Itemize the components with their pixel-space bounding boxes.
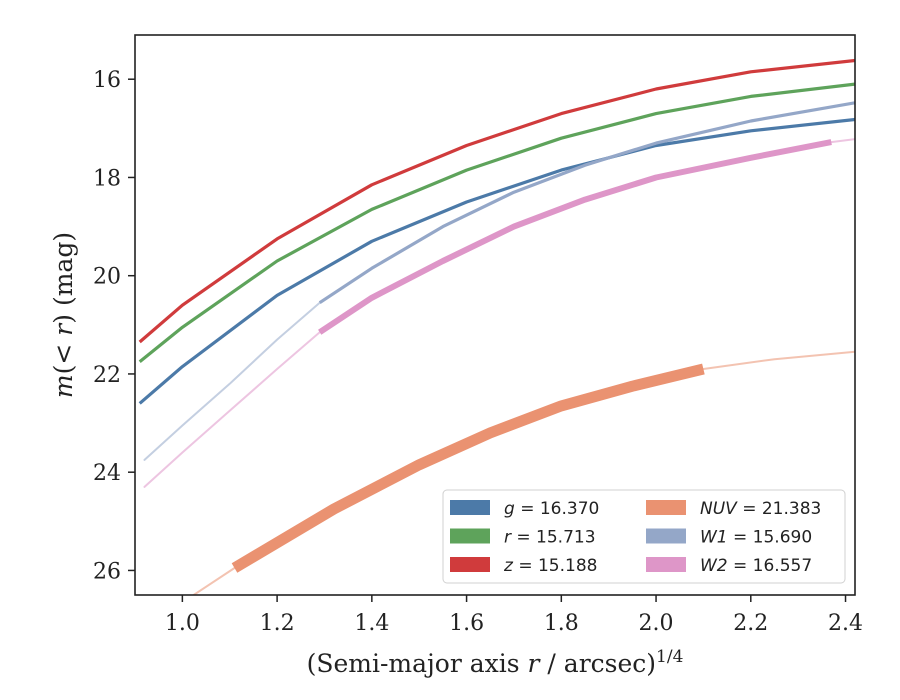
y-axis-label: m(< r) (mag) bbox=[49, 232, 78, 398]
legend-label-r: r = 15.713 bbox=[504, 528, 596, 548]
curves-layer bbox=[138, 58, 855, 595]
series-w2-line bbox=[318, 139, 832, 335]
legend-label-nuv: NUV = 21.383 bbox=[700, 499, 821, 519]
plot-frame bbox=[134, 34, 856, 596]
x-tick-label: 1.2 bbox=[260, 611, 295, 636]
x-tick-label: 1.4 bbox=[354, 611, 389, 636]
legend-label-w1: W1 = 15.690 bbox=[700, 528, 812, 548]
series-w1-faded-line bbox=[143, 301, 321, 461]
legend-swatch-z bbox=[450, 557, 490, 572]
legend-swatch-r bbox=[450, 528, 490, 544]
y-axis: 16 18 20 22 24 26 bbox=[93, 68, 135, 584]
legend-label-z: z = 15.188 bbox=[503, 556, 597, 576]
legend-swatch-g bbox=[450, 500, 490, 515]
legend-label-g: g = 16.370 bbox=[504, 499, 599, 519]
series-w1 bbox=[143, 101, 855, 461]
series-w2-faded-tail bbox=[830, 138, 855, 144]
x-tick-label: 1.6 bbox=[449, 611, 484, 636]
y-tick-label: 22 bbox=[93, 363, 121, 388]
series-nuv-line bbox=[231, 363, 705, 573]
legend: g = 16.370 r = 15.713 z = 15.188 NUV = 21.3… bbox=[442, 489, 846, 584]
y-tick-label: 16 bbox=[93, 68, 121, 93]
x-axis-label: (Semi-major axis r / arcsec)1/4 bbox=[307, 647, 684, 678]
x-tick-label: 2.2 bbox=[733, 611, 768, 636]
series-r-line bbox=[138, 82, 855, 363]
series-w2 bbox=[143, 138, 855, 488]
series-z-line bbox=[138, 58, 855, 344]
x-tick-label: 1.0 bbox=[165, 611, 200, 636]
x-axis: 1.0 1.2 1.4 1.6 1.8 2.0 2.2 2.4 bbox=[165, 595, 863, 636]
series-g-line bbox=[138, 117, 855, 405]
series-nuv-faded-tail bbox=[702, 350, 855, 370]
series-z bbox=[138, 58, 855, 344]
series-g bbox=[138, 117, 855, 405]
series-nuv bbox=[191, 350, 855, 595]
legend-label-w2: W2 = 16.557 bbox=[700, 556, 812, 576]
x-tick-label: 2.0 bbox=[639, 611, 674, 636]
x-tick-label: 1.8 bbox=[544, 611, 579, 636]
legend-frame bbox=[442, 489, 846, 584]
series-w1-line bbox=[318, 101, 855, 305]
x-tick-label: 2.4 bbox=[828, 611, 863, 636]
legend-swatch-nuv bbox=[646, 500, 686, 515]
series-nuv-faded-line bbox=[191, 567, 236, 595]
series-r bbox=[138, 82, 855, 363]
legend-swatch-w2 bbox=[646, 557, 686, 572]
y-tick-label: 18 bbox=[93, 166, 121, 191]
y-tick-label: 24 bbox=[93, 461, 121, 486]
legend-swatch-w1 bbox=[646, 528, 686, 544]
y-tick-label: 26 bbox=[93, 559, 121, 584]
y-tick-label: 20 bbox=[93, 265, 121, 290]
series-w2-faded-line bbox=[143, 331, 321, 488]
